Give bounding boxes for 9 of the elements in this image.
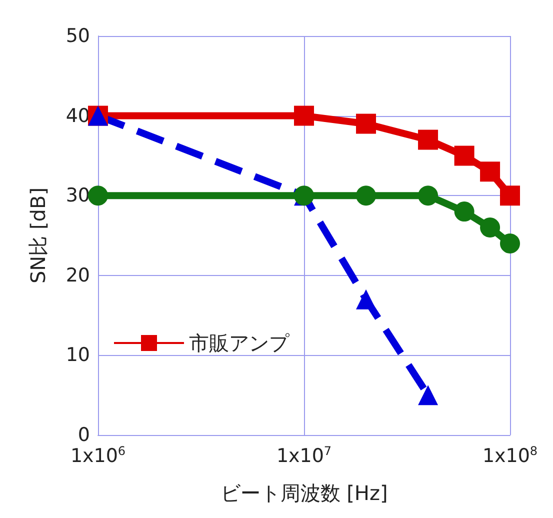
y-tick-label: 40 — [66, 104, 90, 127]
y-tick-label: 0 — [78, 424, 90, 446]
y-axis-title: SN比 [dB] — [26, 187, 50, 284]
y-tick-label: 10 — [66, 344, 90, 366]
x-axis-title: ビート周波数 [Hz] — [220, 481, 388, 505]
y-tick-label: 20 — [66, 264, 90, 286]
y-tick-label: 50 — [66, 25, 90, 47]
y-tick-label: 30 — [66, 184, 90, 207]
legend-label: 市販アンプ — [189, 331, 290, 355]
